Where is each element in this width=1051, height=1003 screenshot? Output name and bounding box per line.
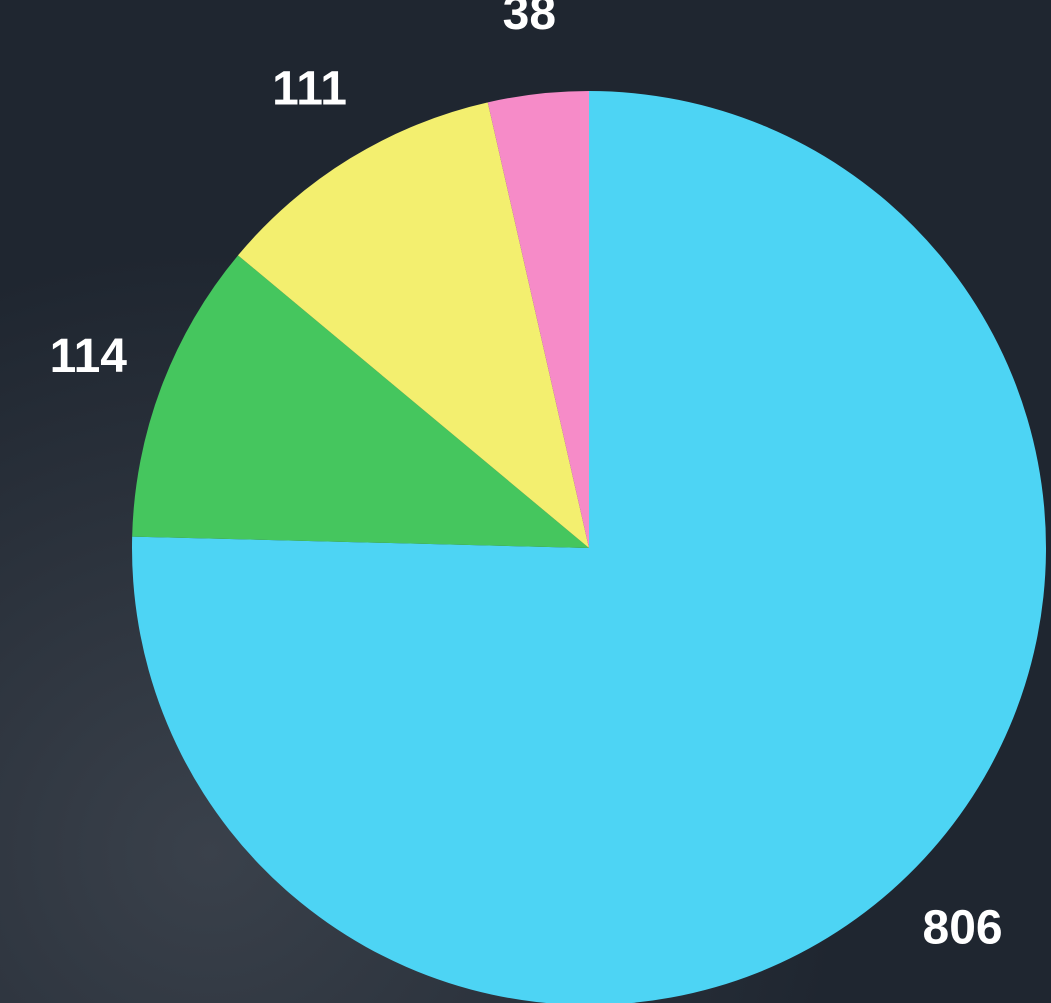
- data-label: 114: [50, 330, 128, 383]
- data-label: 38: [503, 0, 556, 40]
- pie-slice: [132, 91, 1046, 1003]
- pie-slice: [238, 102, 590, 549]
- data-label: 111: [272, 62, 347, 115]
- pie-slice: [132, 255, 589, 548]
- data-label: 806: [923, 902, 1003, 955]
- pie-slice: [487, 91, 589, 548]
